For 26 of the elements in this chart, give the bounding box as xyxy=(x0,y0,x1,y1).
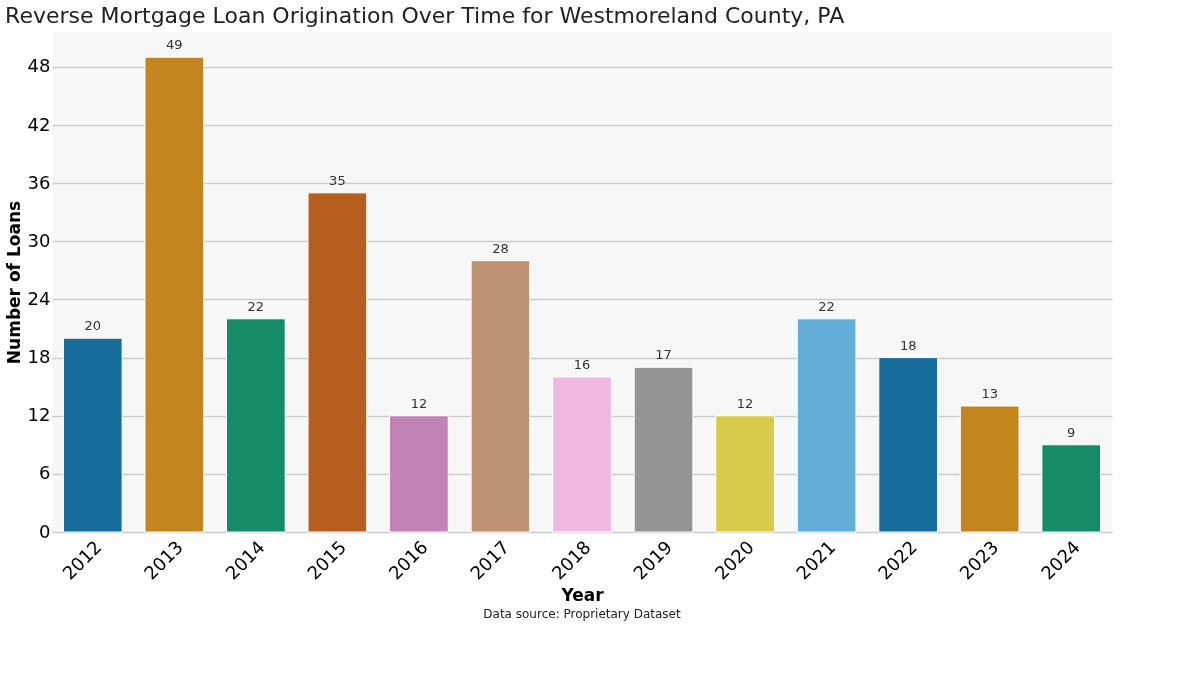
data-label: 22 xyxy=(818,298,835,314)
y-tick-label: 30 xyxy=(27,229,51,251)
y-tick-label: 0 xyxy=(39,520,51,542)
y-tick-label: 18 xyxy=(27,346,51,368)
y-tick-label: 6 xyxy=(39,462,51,484)
source-note: Data source: Proprietary Dataset xyxy=(483,607,681,621)
data-label: 9 xyxy=(1067,424,1076,440)
y-tick-label: 24 xyxy=(27,287,51,309)
data-label: 16 xyxy=(573,356,591,372)
data-label: 12 xyxy=(410,395,428,411)
data-label: 20 xyxy=(84,318,102,334)
data-label: 28 xyxy=(492,240,509,256)
data-label: 22 xyxy=(247,298,265,314)
y-tick-label: 12 xyxy=(27,404,51,426)
y-tick-label: 42 xyxy=(27,113,51,135)
data-label: 35 xyxy=(329,172,346,188)
y-tick-label: 48 xyxy=(27,55,51,77)
y-axis-title: Number of Loans xyxy=(3,200,24,365)
data-label: 17 xyxy=(655,347,672,363)
data-label: 18 xyxy=(899,337,917,353)
data-label: 12 xyxy=(736,395,754,411)
y-tick-label: 36 xyxy=(27,171,51,193)
x-axis-title: Year xyxy=(560,584,605,605)
data-label: 13 xyxy=(981,386,998,402)
chart-title: Reverse Mortgage Loan Origination Over Time for Westmoreland County, PA xyxy=(5,3,845,28)
data-label: 49 xyxy=(166,37,183,53)
